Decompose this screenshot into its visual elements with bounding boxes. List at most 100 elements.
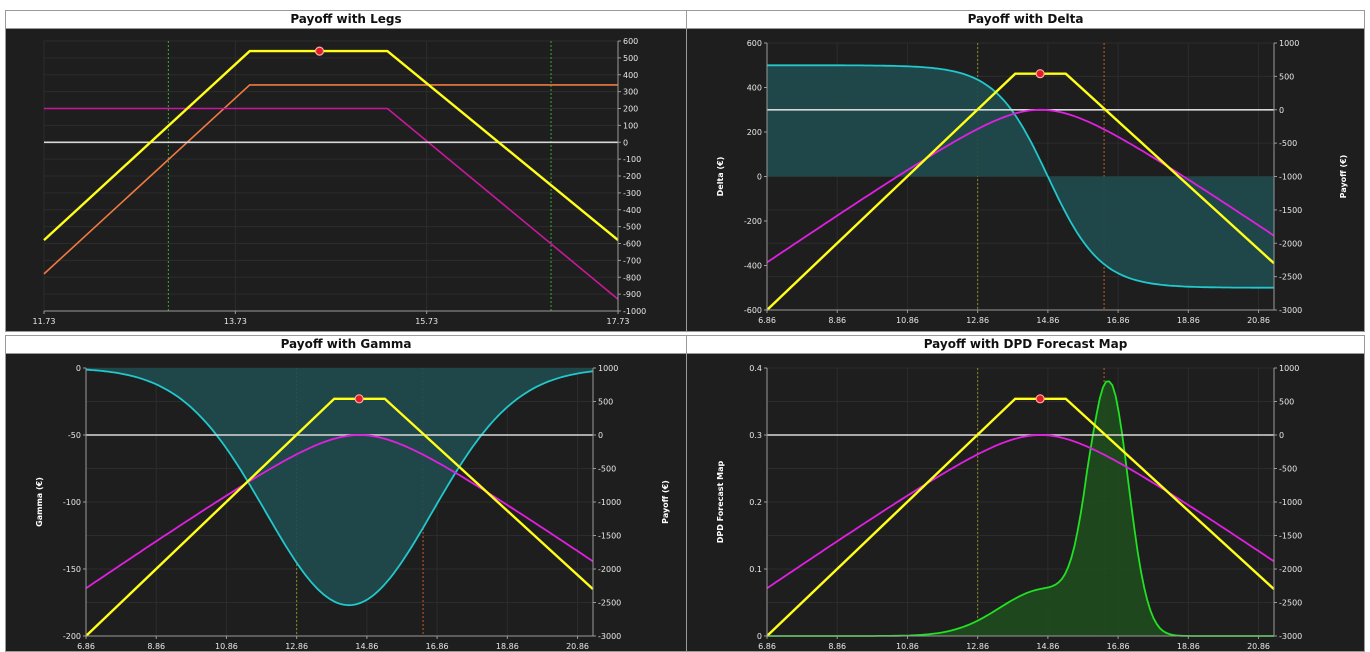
y-right-tick-label: 200 xyxy=(623,105,638,114)
x-tick-label: 11.73 xyxy=(33,317,56,326)
y-right-tick-label: 500 xyxy=(623,54,638,63)
spot-marker xyxy=(354,394,364,404)
y-right-tick-label: -2500 xyxy=(1279,273,1302,282)
y-right-tick-label: -1000 xyxy=(1279,173,1302,182)
y-right-tick-label: 0 xyxy=(1279,106,1284,115)
delta-curve xyxy=(767,64,1274,289)
y-right-tick-label: -100 xyxy=(623,155,641,164)
leg-line xyxy=(44,107,619,300)
panel-title: Payoff with Legs xyxy=(6,11,686,29)
y-right-tick-label: -500 xyxy=(623,223,641,232)
payoff-gamma-chart[interactable]: 6.86 8.86 10.86 12.86 14.86 16.86 18.86 20.86 10… xyxy=(6,354,686,651)
y-right-tick-label: -3000 xyxy=(1279,306,1302,315)
expected-payoff-curve xyxy=(766,108,1275,264)
x-tick-label: 13.73 xyxy=(224,317,247,326)
leg-line xyxy=(43,84,618,275)
x-tick-label: 16.86 xyxy=(1107,316,1130,325)
y-right-tick-label: 0 xyxy=(623,138,628,147)
y-right-tick-label: -300 xyxy=(623,189,641,198)
x-tick-label: 8.86 xyxy=(828,642,846,651)
y-right-tick-label: -600 xyxy=(623,240,641,249)
panel-payoff-legs: Payoff with Legs 11.73 13.73 15.73 17.73 600… xyxy=(5,10,687,332)
delta-area xyxy=(767,65,1274,288)
y-right-tick-label: -500 xyxy=(598,465,616,474)
y-left-tick-label: 0.4 xyxy=(749,364,762,373)
y-right-tick-label: -2500 xyxy=(598,599,621,608)
chart-background xyxy=(6,29,686,331)
y-right-tick-label: -2000 xyxy=(598,565,621,574)
y-right-tick-label: 400 xyxy=(623,71,638,80)
y-right-tick-label: -1500 xyxy=(1279,532,1302,541)
panel-payoff-gamma: Payoff with Gamma 6.86 8.86 10.86 12.86 14.8… xyxy=(5,335,687,652)
y-right-tick-label: -1500 xyxy=(1279,206,1302,215)
y-right-tick-label: -900 xyxy=(623,290,641,299)
y-right-tick-label: 300 xyxy=(623,88,638,97)
payoff-legs-chart[interactable]: 11.73 13.73 15.73 17.73 600 500 400 300 200 100 0 -… xyxy=(6,29,686,331)
x-tick-label: 10.86 xyxy=(896,642,919,651)
y-left-axis-label: DPD Forecast Map xyxy=(716,460,725,543)
y-left-tick-label: 600 xyxy=(747,39,762,48)
x-tick-label: 10.86 xyxy=(896,316,919,325)
y-right-axis-label: Payoff (€) xyxy=(661,480,670,524)
y-right-tick-label: -500 xyxy=(1279,139,1297,148)
y-right-tick-label: -500 xyxy=(1279,465,1297,474)
y-left-tick-label: -150 xyxy=(63,565,81,574)
y-right-tick-label: -800 xyxy=(623,273,641,282)
y-left-tick-label: -200 xyxy=(63,632,81,641)
x-tick-label: 6.86 xyxy=(77,642,95,651)
x-tick-label: 20.86 xyxy=(1247,642,1270,651)
y-right-tick-label: -1000 xyxy=(1279,498,1302,507)
y-right-tick-label: -400 xyxy=(623,206,641,215)
panel-payoff-delta: Payoff with Delta 6.86 8.86 10.86 12.86 14.8… xyxy=(686,10,1365,332)
x-tick-label: 12.86 xyxy=(285,642,308,651)
y-right-tick-label: 0 xyxy=(1279,431,1284,440)
panel-title: Payoff with DPD Forecast Map xyxy=(687,336,1364,354)
panel-payoff-dpd: Payoff with DPD Forecast Map 6.86 8.86 10.… xyxy=(686,335,1365,652)
panel-title: Payoff with Gamma xyxy=(6,336,686,354)
y-right-tick-label: 500 xyxy=(1279,398,1294,407)
x-tick-label: 16.86 xyxy=(426,642,449,651)
x-tick-label: 12.86 xyxy=(966,316,989,325)
y-right-tick-label: 500 xyxy=(1279,72,1294,81)
expected-payoff-curve xyxy=(85,434,594,589)
x-tick-label: 16.86 xyxy=(1107,642,1130,651)
y-left-tick-label: -200 xyxy=(744,217,762,226)
y-right-tick-label: -2000 xyxy=(1279,239,1302,248)
y-right-tick-label: -200 xyxy=(623,172,641,181)
x-tick-label: 18.86 xyxy=(1177,316,1200,325)
y-right-tick-label: 1000 xyxy=(598,364,618,373)
x-tick-label: 8.86 xyxy=(147,642,165,651)
y-right-tick-label: 600 xyxy=(623,37,638,46)
panel-title: Payoff with Delta xyxy=(687,11,1364,29)
x-tick-label: 8.86 xyxy=(828,316,846,325)
x-tick-label: 20.86 xyxy=(1247,316,1270,325)
y-left-tick-label: -400 xyxy=(744,262,762,271)
x-tick-label: 6.86 xyxy=(758,316,776,325)
y-right-tick-label: 0 xyxy=(598,431,603,440)
y-left-tick-label: -50 xyxy=(68,431,81,440)
y-right-tick-label: 1000 xyxy=(1279,364,1299,373)
spot-marker xyxy=(1035,394,1045,404)
y-left-tick-label: -100 xyxy=(63,498,81,507)
y-right-tick-label: -1500 xyxy=(598,532,621,541)
x-tick-label: 6.86 xyxy=(758,642,776,651)
y-left-tick-label: 0 xyxy=(757,173,762,182)
y-left-tick-label: 400 xyxy=(747,84,762,93)
x-tick-label: 14.86 xyxy=(355,642,378,651)
x-tick-label: 14.86 xyxy=(1036,642,1059,651)
gamma-area xyxy=(86,368,593,606)
y-right-axis-label: Payoff (€) xyxy=(1339,155,1348,199)
x-tick-label: 15.73 xyxy=(415,317,438,326)
y-left-tick-label: 200 xyxy=(747,128,762,137)
x-tick-label: 20.86 xyxy=(566,642,589,651)
y-left-tick-label: -600 xyxy=(744,306,762,315)
y-right-tick-label: -700 xyxy=(623,256,641,265)
y-right-tick-label: 100 xyxy=(623,121,638,130)
payoff-dpd-chart[interactable]: 6.86 8.86 10.86 12.86 14.86 16.86 18.86 20.86 10… xyxy=(687,354,1364,651)
payoff-delta-chart[interactable]: 6.86 8.86 10.86 12.86 14.86 16.86 18.86 20.86 10… xyxy=(687,29,1364,331)
spot-marker xyxy=(1035,69,1045,79)
x-tick-label: 12.86 xyxy=(966,642,989,651)
y-right-tick-label: -2000 xyxy=(1279,565,1302,574)
y-left-tick-label: 0.2 xyxy=(749,498,762,507)
